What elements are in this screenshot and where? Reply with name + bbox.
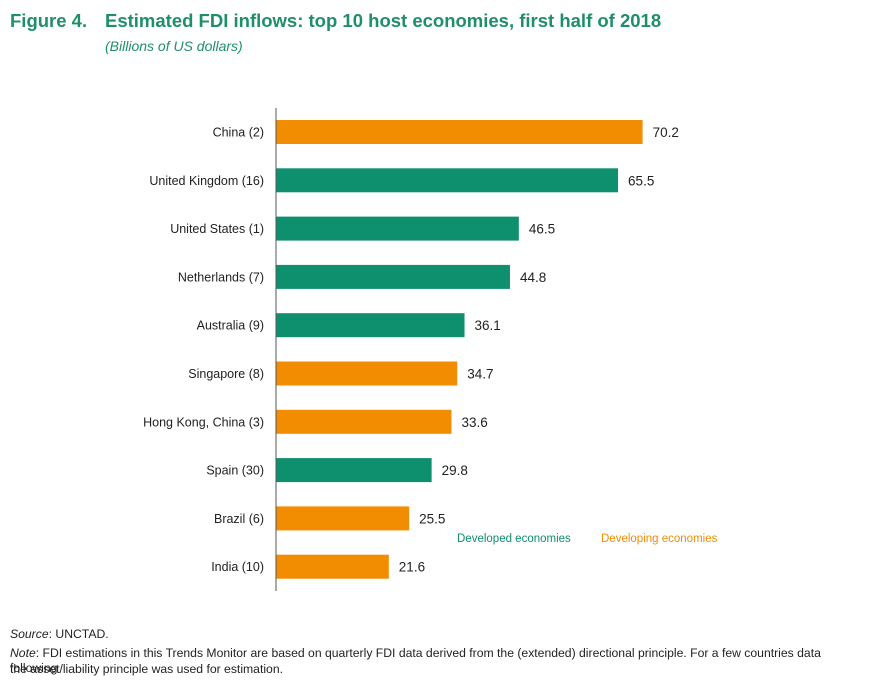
bar-2: [276, 168, 619, 193]
data-label: 25.5: [419, 511, 445, 526]
category-label: United Kingdom (16): [149, 174, 264, 188]
category-label: Spain (30): [206, 464, 264, 478]
bar-5: [276, 313, 465, 338]
data-label: 65.5: [628, 173, 654, 188]
data-label: 29.8: [442, 463, 468, 478]
source-text: : UNCTAD.: [48, 627, 109, 641]
category-label: Netherlands (7): [178, 270, 264, 284]
note-line-2: the asset/liability principle was used f…: [10, 662, 283, 677]
data-label: 33.6: [461, 415, 487, 430]
bar-8: [276, 458, 432, 483]
figure-label: Figure 4.: [10, 10, 88, 31]
bar-9: [276, 506, 410, 531]
data-label: 34.7: [467, 367, 493, 382]
data-label: 70.2: [653, 125, 679, 140]
source-note: Source: UNCTAD.: [10, 627, 109, 642]
data-label: 46.5: [529, 222, 555, 237]
note-text-1: : FDI estimations in this Trends Monitor…: [10, 646, 821, 675]
category-label: United States (1): [170, 222, 264, 236]
bar-10: [276, 554, 389, 579]
note-label: Note: [10, 646, 36, 660]
category-label: India (10): [211, 560, 264, 574]
bar-7: [276, 409, 452, 434]
source-label: Source: [10, 627, 49, 641]
category-label: China (2): [213, 126, 264, 140]
category-label: Australia (9): [197, 319, 264, 333]
bar-4: [276, 264, 510, 289]
legend-developed: Developed economies: [457, 533, 571, 545]
bar-chart: China (2) 70.2 United Kingdom (16) 65.5 Unit…: [143, 108, 718, 591]
bar-1: [276, 120, 643, 144]
data-label: 21.6: [399, 560, 425, 575]
bar-6: [276, 361, 458, 386]
category-label: Singapore (8): [188, 367, 264, 381]
figure-title: Figure 4. Estimated FDI inflows: top 10 h…: [10, 10, 661, 32]
category-label: Brazil (6): [214, 512, 264, 526]
chart-subtitle: (Billions of US dollars): [105, 38, 243, 54]
category-label: Hong Kong, China (3): [143, 415, 264, 429]
data-label: 44.8: [520, 270, 546, 285]
chart-title: Estimated FDI inflows: top 10 host econo…: [105, 10, 662, 31]
legend-developing: Developing economies: [601, 533, 718, 545]
bar-3: [276, 216, 519, 241]
data-label: 36.1: [475, 318, 501, 333]
note-line-1: Note: FDI estimations in this Trends Mon…: [10, 646, 871, 676]
note-text-2: the asset/liability principle was used f…: [10, 662, 283, 676]
